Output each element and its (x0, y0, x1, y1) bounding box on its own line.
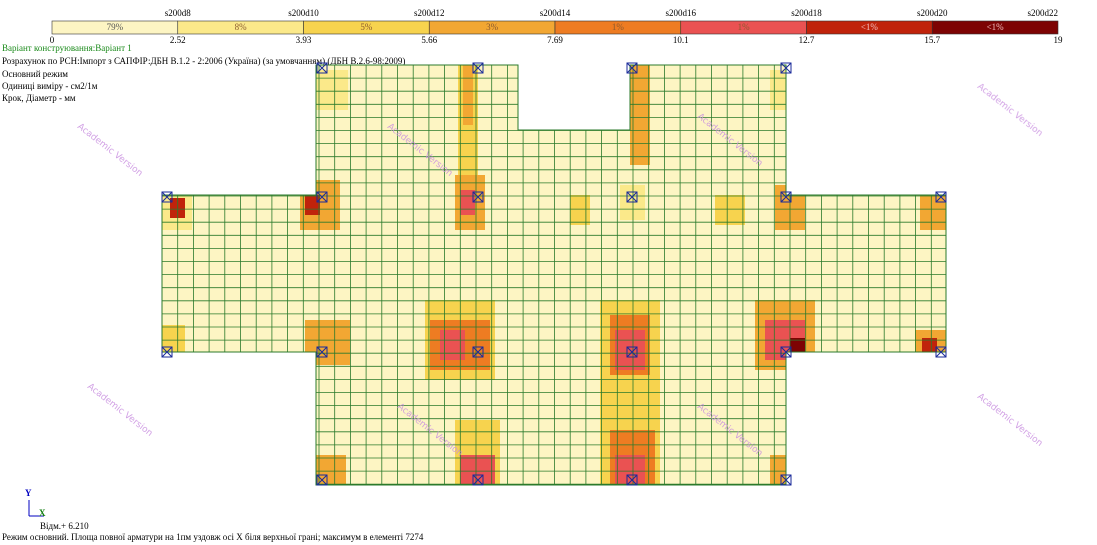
elevation: Відм.+ 6.210 (40, 521, 89, 531)
support-cross (316, 346, 328, 358)
info-line: Розрахунок по РСН:Імпорт з САПФІР:ДБН В.… (2, 56, 405, 66)
support (780, 62, 792, 74)
legend: 79% 8% 5% 3% 1% 1% <1% <1% s200d8 s200d10 s200d12 s… (50, 8, 1063, 45)
support-cross (161, 346, 173, 358)
axis-y: Y (25, 488, 32, 498)
legend-percent: <1% (987, 22, 1005, 32)
legend-swatch (931, 20, 1059, 35)
legend-percent: 5% (360, 22, 373, 32)
support (316, 62, 328, 74)
support-cross (935, 191, 947, 203)
support-cross (472, 346, 484, 358)
legend-bound: 3.93 (296, 35, 312, 45)
support (161, 191, 173, 203)
info-line: Одиниці виміру - см2/1м (2, 81, 98, 91)
legend-bound: 10.1 (673, 35, 689, 45)
info: Варіант конструювання:Варіант 1 Розрахун… (2, 43, 405, 103)
watermark: Academic Version (975, 82, 1044, 139)
legend-header: s200d8 (165, 8, 192, 18)
support-cross (472, 62, 484, 74)
support-cross (316, 474, 328, 486)
support (935, 191, 947, 203)
legend-percent: 1% (612, 22, 625, 32)
legend-header: s200d12 (414, 8, 445, 18)
axis-x: X (39, 508, 46, 518)
support (161, 346, 173, 358)
plate (161, 62, 947, 486)
legend-percent: 8% (235, 22, 248, 32)
legend-bound: 5.66 (421, 35, 437, 45)
support (780, 346, 792, 358)
legend-percent: 1% (738, 22, 751, 32)
info-line: Основний режим (2, 69, 68, 79)
legend-bound: 0 (50, 35, 55, 45)
legend-header: s200d10 (288, 8, 319, 18)
footer: Режим основний. Площа повної арматури на… (2, 532, 424, 542)
legend-bound: 2.52 (170, 35, 186, 45)
variant: Варіант конструювання:Варіант 1 (2, 43, 132, 53)
info-line: Крок, Діаметр - мм (2, 93, 76, 103)
support-cross (626, 62, 638, 74)
watermark: Academic Version (975, 392, 1044, 449)
axes-icon: Y X (25, 488, 46, 518)
legend-bound: 15.7 (924, 35, 940, 45)
support (626, 62, 638, 74)
support-cross (780, 346, 792, 358)
legend-bound: 12.7 (799, 35, 815, 45)
support (626, 474, 638, 486)
support-cross (316, 62, 328, 74)
support (472, 191, 484, 203)
legend-header: s200d20 (917, 8, 948, 18)
legend-header: s200d16 (665, 8, 696, 18)
legend-bound: 19 (1054, 35, 1064, 45)
support-cross (626, 474, 638, 486)
legend-percent: 79% (107, 22, 124, 32)
support (780, 474, 792, 486)
support-cross (161, 191, 173, 203)
support-cross (780, 474, 792, 486)
support (780, 191, 792, 203)
support-cross (780, 62, 792, 74)
support (316, 346, 328, 358)
support (472, 474, 484, 486)
legend-header: s200d22 (1027, 8, 1058, 18)
support (472, 62, 484, 74)
support-cross (472, 191, 484, 203)
watermark: Academic Version (85, 382, 154, 439)
support (626, 191, 638, 203)
support (316, 191, 328, 203)
legend-header: s200d18 (791, 8, 822, 18)
legend-percent: <1% (861, 22, 879, 32)
legend-bound: 7.69 (547, 35, 563, 45)
legend-header: s200d14 (540, 8, 571, 18)
support-cross (316, 191, 328, 203)
support (472, 346, 484, 358)
support-cross (626, 191, 638, 203)
support (935, 346, 947, 358)
support-cross (935, 346, 947, 358)
support (626, 346, 638, 358)
support (316, 474, 328, 486)
watermark: Academic Version (75, 122, 144, 179)
support-cross (780, 191, 792, 203)
supports (161, 62, 947, 486)
support-cross (472, 474, 484, 486)
support-cross (626, 346, 638, 358)
legend-percent: 3% (486, 22, 499, 32)
